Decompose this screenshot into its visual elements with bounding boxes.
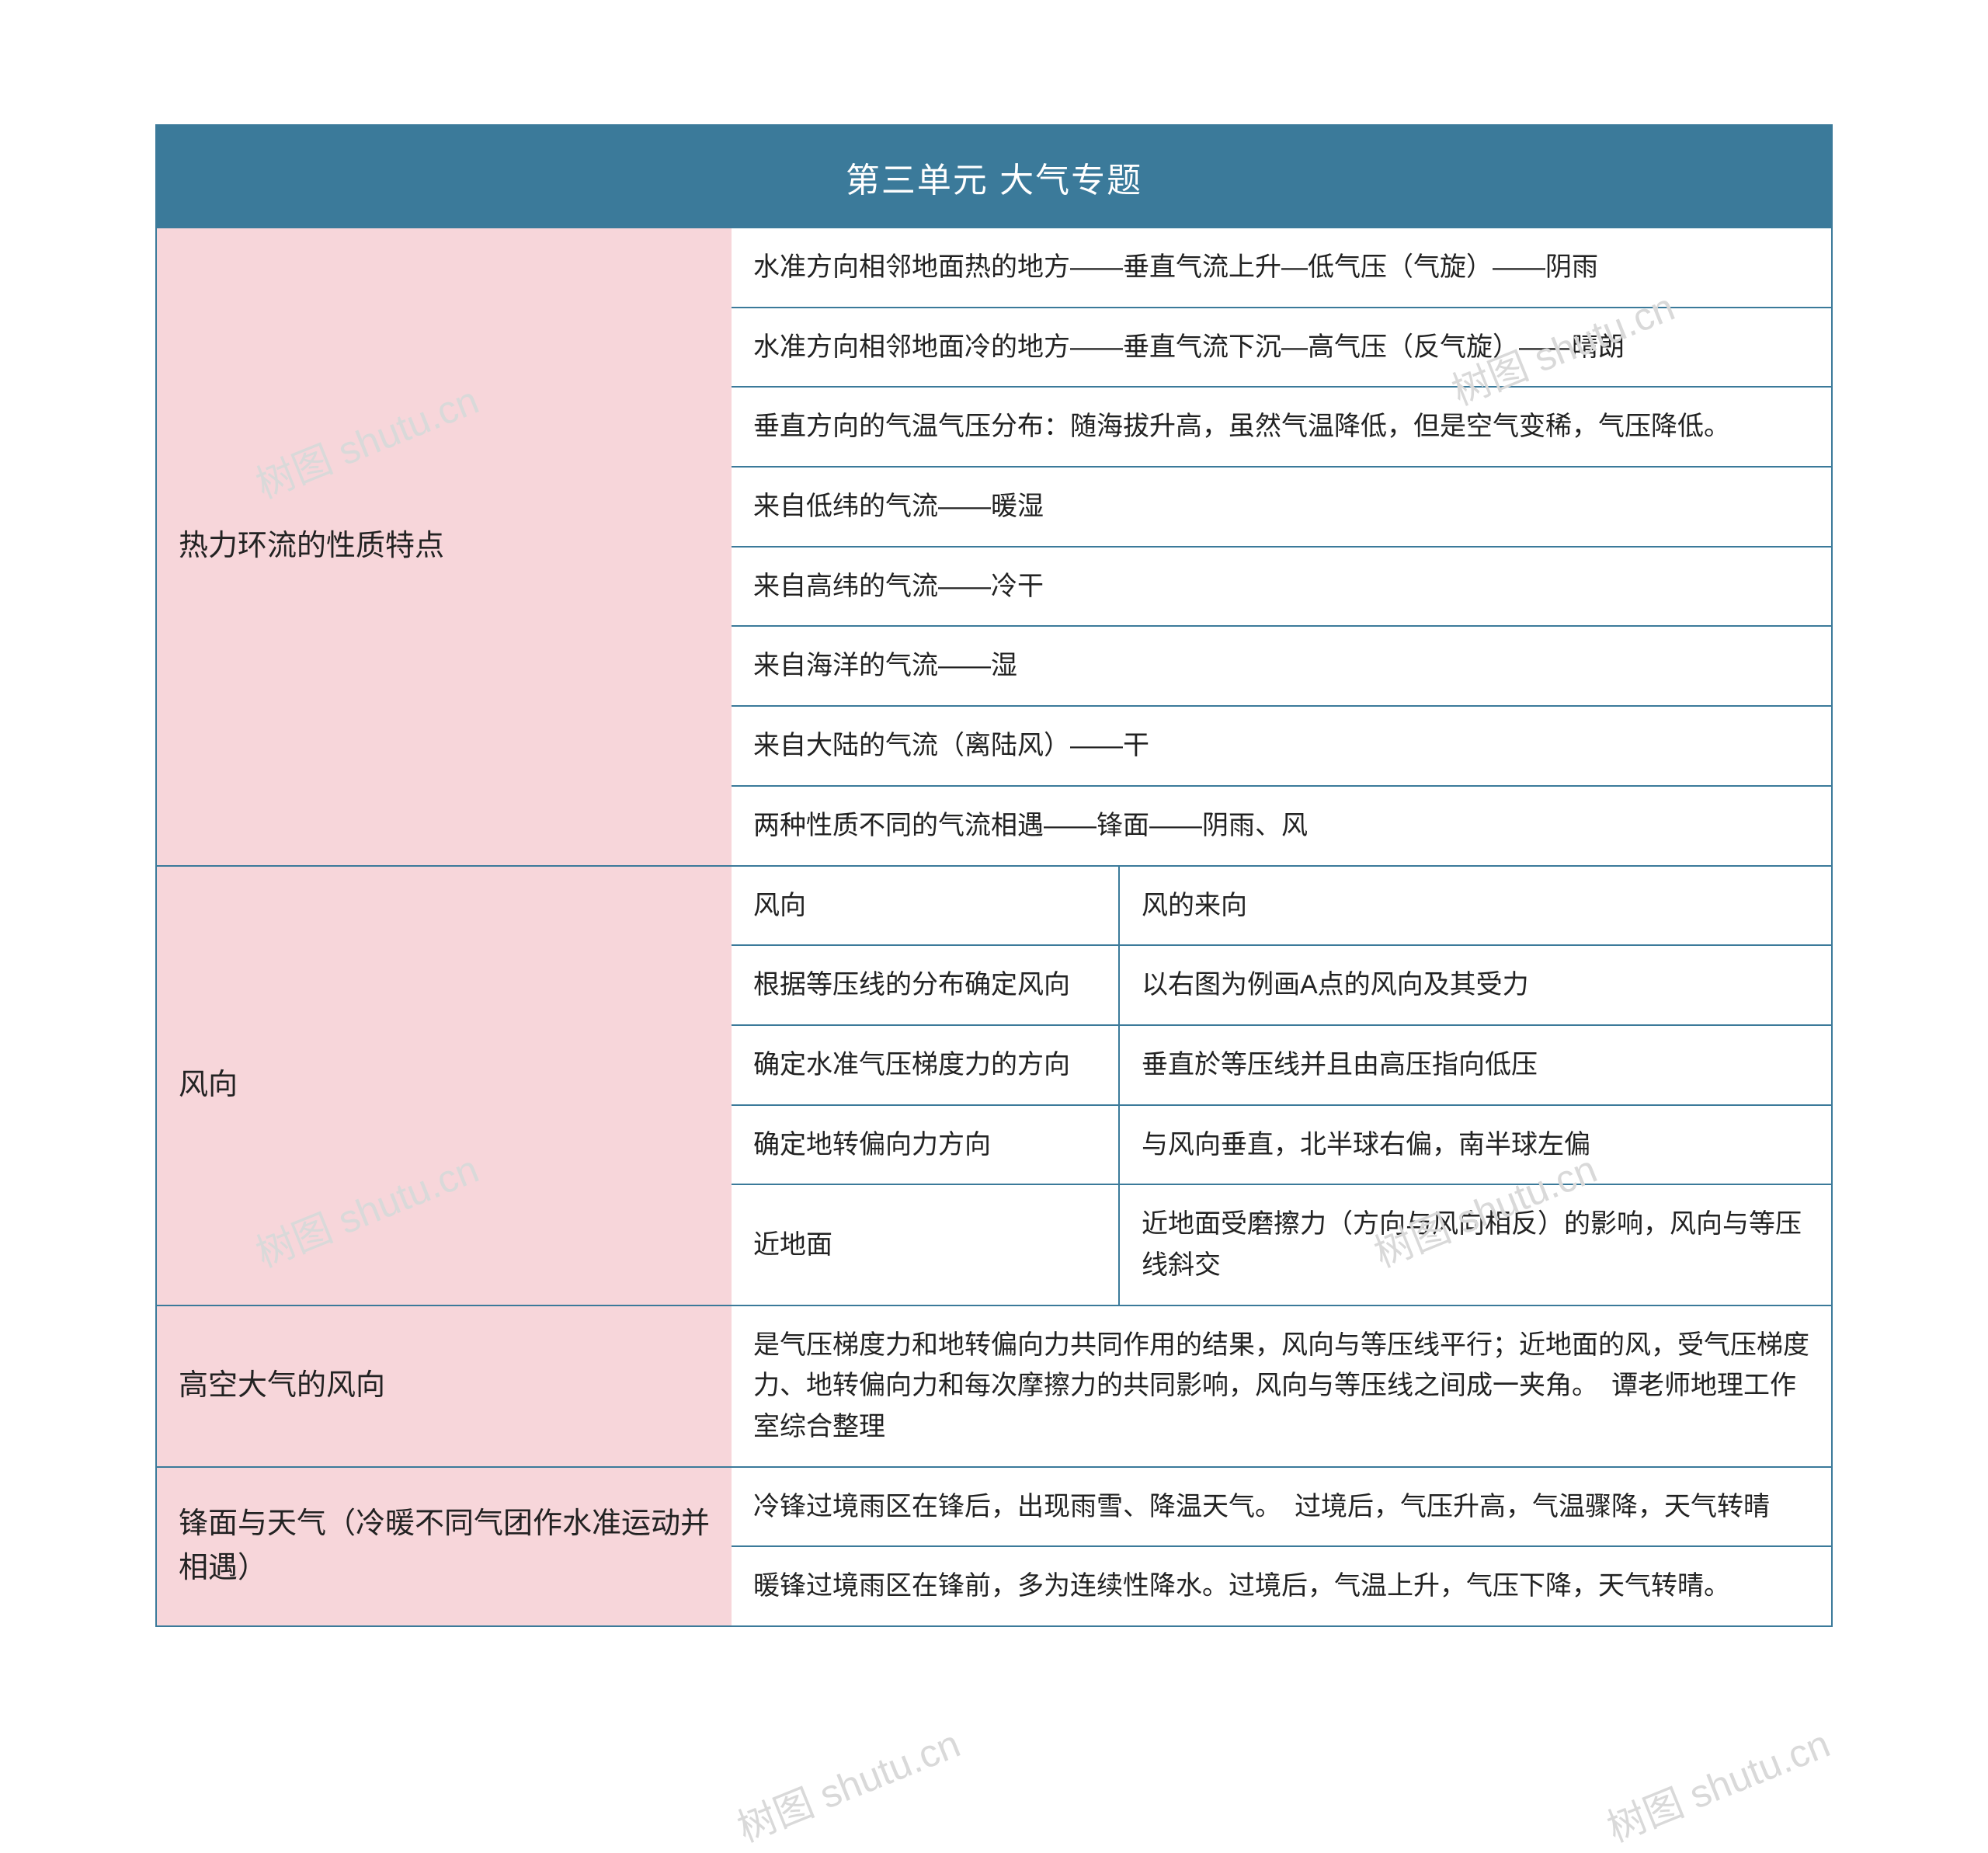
content-cell: 来自海洋的气流——湿 — [732, 625, 1831, 705]
content-cell: 冷锋过境雨区在锋后，出现雨雪、降温天气。 过境后，气压升高，气温骤降，天气转晴 — [732, 1468, 1831, 1546]
content-cell: 是气压梯度力和地转偏向力共同作用的结果，风向与等压线平行；近地面的风，受气压梯度… — [732, 1306, 1831, 1466]
content-cell: 来自低纬的气流——暖湿 — [732, 466, 1831, 546]
section-label: 热力环流的性质特点 — [157, 228, 732, 865]
pair-row: 近地面近地面受磨擦力（方向与风向相反）的影响，风向与等压线斜交 — [732, 1184, 1831, 1304]
section-row: 风向风向风的来向根据等压线的分布确定风向以右图为例画A点的风向及其受力确定水准气… — [157, 865, 1831, 1305]
section-label: 高空大气的风向 — [157, 1306, 732, 1466]
pair-right: 垂直於等压线并且由高压指向低压 — [1120, 1026, 1831, 1104]
pair-left: 根据等压线的分布确定风向 — [732, 946, 1120, 1024]
section-content: 是气压梯度力和地转偏向力共同作用的结果，风向与等压线平行；近地面的风，受气压梯度… — [732, 1306, 1831, 1466]
content-cell: 两种性质不同的气流相遇——锋面——阴雨、风 — [732, 785, 1831, 865]
pair-right: 以右图为例画A点的风向及其受力 — [1120, 946, 1831, 1024]
content-cell: 暖锋过境雨区在锋前，多为连续性降水。过境后，气温上升，气压下降，天气转晴。 — [732, 1545, 1831, 1625]
table-title: 第三单元 大气专题 — [157, 126, 1831, 228]
section-label: 锋面与天气（冷暖不同气团作水准运动并相遇） — [157, 1468, 732, 1625]
pair-right: 风的来向 — [1120, 867, 1831, 945]
pair-row: 风向风的来向 — [732, 867, 1831, 945]
pair-right: 与风向垂直，北半球右偏，南半球左偏 — [1120, 1106, 1831, 1184]
section-content: 风向风的来向根据等压线的分布确定风向以右图为例画A点的风向及其受力确定水准气压梯… — [732, 867, 1831, 1305]
pair-row: 确定地转偏向力方向与风向垂直，北半球右偏，南半球左偏 — [732, 1104, 1831, 1184]
section-row: 热力环流的性质特点水准方向相邻地面热的地方——垂直气流上升—低气压（气旋）——阴… — [157, 228, 1831, 865]
content-cell: 水准方向相邻地面冷的地方——垂直气流下沉—高气压（反气旋）——晴朗 — [732, 307, 1831, 387]
section-label: 风向 — [157, 867, 732, 1305]
content-cell: 来自大陆的气流（离陆风）——干 — [732, 705, 1831, 785]
section-row: 锋面与天气（冷暖不同气团作水准运动并相遇）冷锋过境雨区在锋后，出现雨雪、降温天气… — [157, 1466, 1831, 1625]
table-body: 热力环流的性质特点水准方向相邻地面热的地方——垂直气流上升—低气压（气旋）——阴… — [157, 228, 1831, 1625]
page-canvas: 第三单元 大气专题 热力环流的性质特点水准方向相邻地面热的地方——垂直气流上升—… — [0, 0, 1988, 1851]
pair-left: 确定地转偏向力方向 — [732, 1106, 1120, 1184]
pair-row: 根据等压线的分布确定风向以右图为例画A点的风向及其受力 — [732, 944, 1831, 1024]
section-content: 冷锋过境雨区在锋后，出现雨雪、降温天气。 过境后，气压升高，气温骤降，天气转晴暖… — [732, 1468, 1831, 1625]
watermark: 树图 shutu.cn — [728, 1713, 968, 1853]
pair-left: 确定水准气压梯度力的方向 — [732, 1026, 1120, 1104]
pair-left: 风向 — [732, 867, 1120, 945]
pair-left: 近地面 — [732, 1185, 1120, 1304]
section-content: 水准方向相邻地面热的地方——垂直气流上升—低气压（气旋）——阴雨水准方向相邻地面… — [732, 228, 1831, 865]
watermark: 树图 shutu.cn — [1598, 1713, 1837, 1853]
content-cell: 垂直方向的气温气压分布：随海拔升高，虽然气温降低，但是空气变稀，气压降低。 — [732, 386, 1831, 466]
pair-row: 确定水准气压梯度力的方向垂直於等压线并且由高压指向低压 — [732, 1024, 1831, 1104]
content-cell: 水准方向相邻地面热的地方——垂直气流上升—低气压（气旋）——阴雨 — [732, 228, 1831, 307]
main-table: 第三单元 大气专题 热力环流的性质特点水准方向相邻地面热的地方——垂直气流上升—… — [155, 124, 1833, 1627]
content-cell: 来自高纬的气流——冷干 — [732, 546, 1831, 626]
pair-right: 近地面受磨擦力（方向与风向相反）的影响，风向与等压线斜交 — [1120, 1185, 1831, 1304]
section-row: 高空大气的风向是气压梯度力和地转偏向力共同作用的结果，风向与等压线平行；近地面的… — [157, 1305, 1831, 1466]
